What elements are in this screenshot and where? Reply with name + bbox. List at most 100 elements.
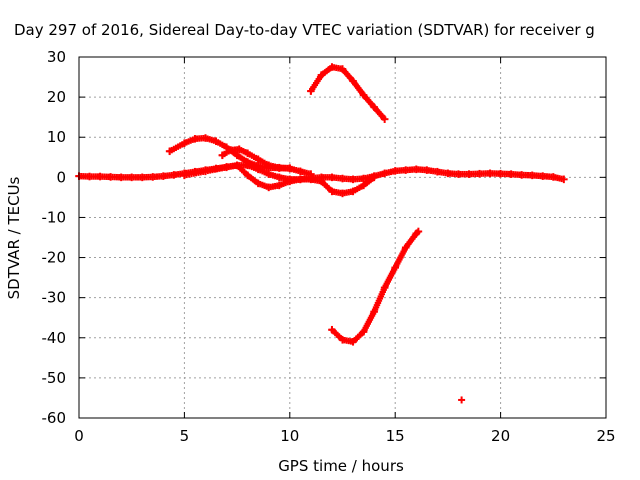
data-point xyxy=(328,187,336,196)
data-point xyxy=(117,173,125,182)
y-tick-label: -50 xyxy=(42,369,67,387)
x-tick-label: 0 xyxy=(74,427,84,445)
data-point xyxy=(233,151,241,160)
data-point xyxy=(264,170,273,178)
data-point xyxy=(235,145,244,154)
y-tick-label: -20 xyxy=(42,249,67,267)
data-point xyxy=(444,169,452,178)
data-point xyxy=(433,167,442,176)
data-point xyxy=(328,63,336,71)
data-point xyxy=(454,170,463,178)
data-point xyxy=(370,173,378,182)
data-point xyxy=(549,173,558,181)
x-tick-label: 25 xyxy=(596,427,615,445)
data-point xyxy=(286,164,294,172)
data-point xyxy=(517,171,526,179)
data-point xyxy=(165,147,174,156)
data-point xyxy=(127,173,136,182)
y-tick-label: 30 xyxy=(47,48,66,66)
data-point xyxy=(212,137,220,146)
y-tick-label: -30 xyxy=(42,289,67,307)
data-point xyxy=(106,173,115,181)
x-tick-label: 10 xyxy=(280,427,299,445)
x-tick-label: 5 xyxy=(180,427,190,445)
data-point xyxy=(338,189,347,198)
data-point xyxy=(180,139,189,148)
x-tick-label: 15 xyxy=(386,427,405,445)
y-tick-label: 10 xyxy=(47,128,66,146)
data-point xyxy=(138,173,147,182)
y-tick-label: 20 xyxy=(47,88,66,106)
chart-title: Day 297 of 2016, Sidereal Day-to-day VTE… xyxy=(14,21,595,39)
data-point xyxy=(496,169,505,178)
data-point xyxy=(328,325,336,334)
data-point xyxy=(380,283,389,292)
data-point xyxy=(317,177,326,186)
data-point xyxy=(233,161,241,170)
data-point xyxy=(254,155,262,164)
data-point xyxy=(275,163,284,172)
y-axis-label: SDTVAR / TECUs xyxy=(5,176,23,299)
data-point xyxy=(370,103,378,111)
data-point xyxy=(391,263,399,272)
data-points xyxy=(75,63,568,404)
data-point xyxy=(507,170,515,178)
data-point xyxy=(317,71,326,79)
data-point xyxy=(338,65,347,73)
data-point xyxy=(423,166,431,174)
data-point xyxy=(486,169,494,178)
grid-layer xyxy=(79,57,606,418)
data-point xyxy=(296,167,305,176)
y-tick-label: 0 xyxy=(56,168,66,186)
data-point xyxy=(254,162,262,170)
data-point xyxy=(201,167,210,176)
data-point xyxy=(380,115,389,123)
data-point xyxy=(159,172,168,180)
data-point xyxy=(560,175,568,184)
data-point xyxy=(148,173,157,181)
data-point xyxy=(412,165,421,174)
data-point xyxy=(243,158,252,166)
data-point xyxy=(465,170,473,178)
data-point xyxy=(349,77,357,85)
ticks-layer: 0 5 10 15 20 25 30 20 10 0 -10 -20 -30 -40 -50 -60 xyxy=(42,48,616,445)
data-point xyxy=(264,183,273,192)
data-point xyxy=(414,227,423,236)
y-tick-label: -40 xyxy=(42,329,67,347)
data-point xyxy=(401,243,410,252)
data-point xyxy=(328,173,336,182)
data-point xyxy=(359,91,368,99)
data-point xyxy=(180,171,189,180)
data-point xyxy=(275,173,284,182)
data-trail-point xyxy=(414,229,421,236)
data-point xyxy=(349,337,357,346)
data-point xyxy=(286,177,294,186)
data-point xyxy=(458,396,466,404)
data-point xyxy=(380,169,389,178)
data-point xyxy=(307,175,315,184)
data-point xyxy=(349,187,357,196)
data-point xyxy=(226,146,235,154)
data-point xyxy=(243,171,252,180)
data-point xyxy=(391,167,399,175)
data-point xyxy=(338,174,347,183)
data-point xyxy=(370,307,378,316)
data-point xyxy=(307,87,315,95)
data-point xyxy=(296,175,305,184)
data-point xyxy=(85,172,94,181)
data-point xyxy=(359,327,368,336)
data-point xyxy=(349,175,357,184)
plot-frame xyxy=(78,56,607,419)
data-point xyxy=(96,172,104,181)
data-point xyxy=(359,181,368,190)
data-point xyxy=(201,134,210,142)
y-tick-label: -10 xyxy=(42,208,67,226)
x-tick-label: 20 xyxy=(491,427,510,445)
data-point xyxy=(538,172,547,180)
data-point xyxy=(475,169,484,178)
data-point xyxy=(254,179,262,188)
data-point xyxy=(338,335,347,344)
data-point xyxy=(359,174,368,183)
data-point xyxy=(275,181,284,190)
